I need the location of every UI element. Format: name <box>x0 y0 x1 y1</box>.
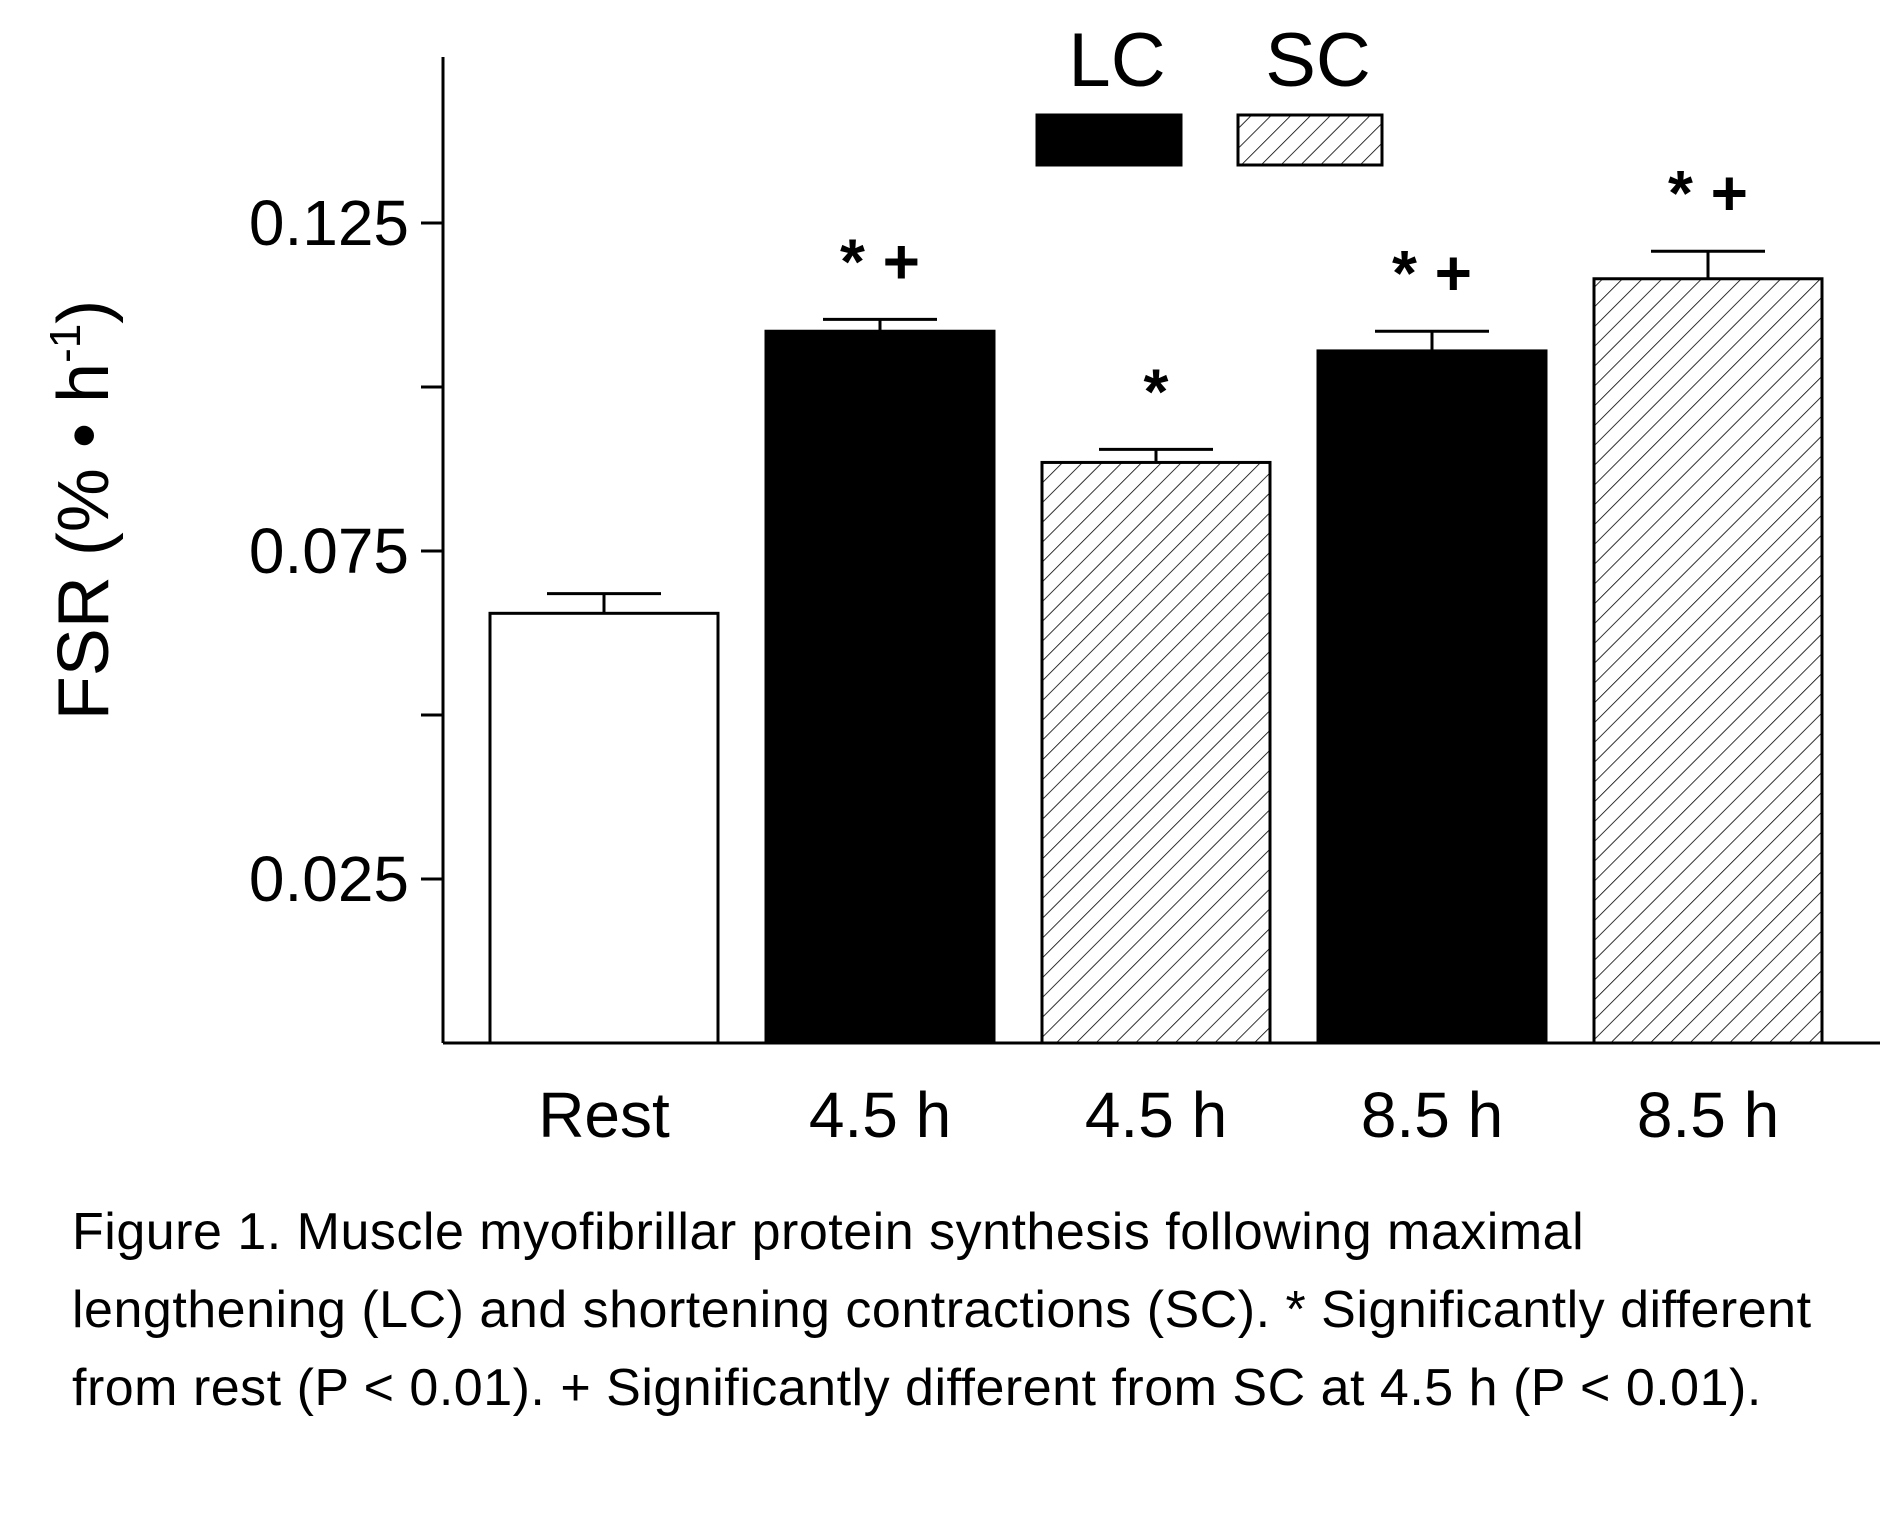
figure-caption: Figure 1. Muscle myofibrillar protein sy… <box>72 1203 1812 1417</box>
legend: LC SC <box>1035 18 1384 167</box>
x-tick-label: 8.5 h <box>1637 1079 1779 1151</box>
bar-sc <box>1592 277 1824 1045</box>
legend-swatch-lc <box>1035 113 1183 167</box>
x-tick-label: 4.5 h <box>1085 1079 1227 1151</box>
y-tick-label: 0.125 <box>249 187 409 259</box>
bar-lc <box>764 329 996 1045</box>
bar-rest <box>488 611 720 1045</box>
bars <box>488 249 1824 1045</box>
x-tick-label: 8.5 h <box>1361 1079 1503 1151</box>
y-axis-label: FSR (% • h-1) <box>41 300 124 720</box>
y-tick-label: 0.025 <box>249 843 409 915</box>
legend-label-sc: SC <box>1265 18 1371 103</box>
significance-annotation: * + <box>1392 237 1472 309</box>
legend-swatch-sc <box>1236 113 1384 167</box>
significance-annotation: * + <box>840 225 920 297</box>
y-tick-label: 0.075 <box>249 515 409 587</box>
significance-annotation: * <box>1144 355 1169 427</box>
bar-sc <box>1040 460 1272 1045</box>
labels: FSR (% • h-1) Rest 4.5 h * + 4.5 h * 8.5 h * + 8… <box>41 157 1779 1151</box>
legend-label-lc: LC <box>1068 18 1165 103</box>
x-tick-label: 4.5 h <box>809 1079 951 1151</box>
significance-annotation: * + <box>1668 157 1748 229</box>
bar-lc <box>1316 349 1548 1045</box>
x-tick-label: Rest <box>538 1079 670 1151</box>
